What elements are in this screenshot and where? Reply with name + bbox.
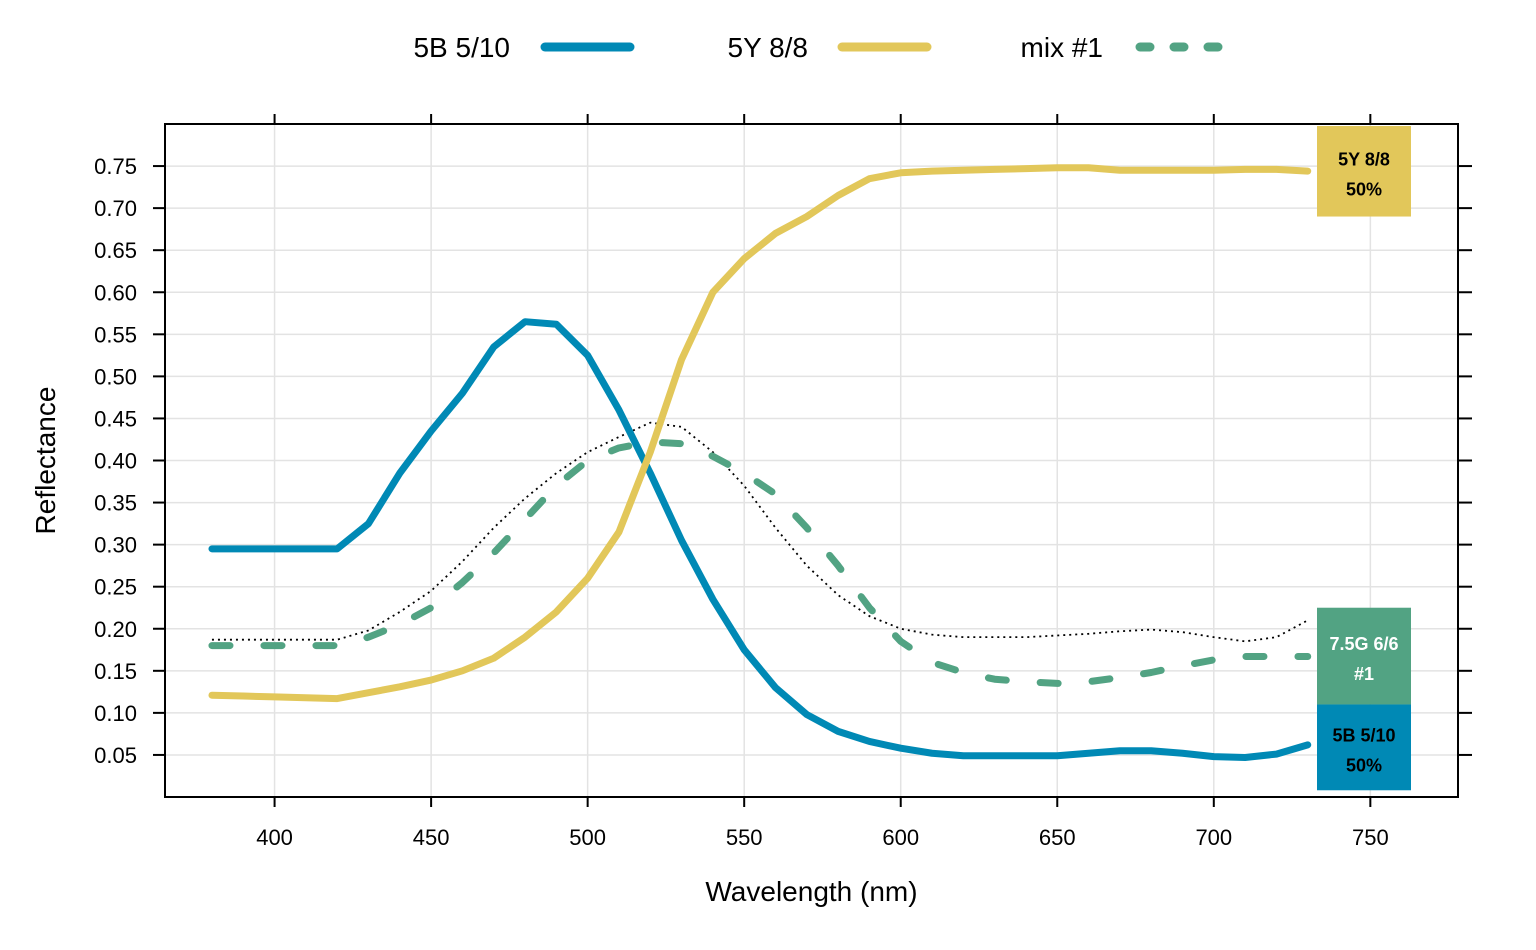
series-line-mix-1 <box>208 438 1312 687</box>
y-tick-label: 0.10 <box>94 701 137 726</box>
y-tick-label: 0.55 <box>94 322 137 347</box>
y-tick-label: 0.35 <box>94 491 137 516</box>
y-tick-label: 0.65 <box>94 238 137 263</box>
series-line-5y-8-8 <box>208 164 1312 703</box>
y-tick-label: 0.25 <box>94 575 137 600</box>
x-tick-label: 400 <box>256 825 293 850</box>
y-tick-label: 0.70 <box>94 196 137 221</box>
swatch-label-line2: 50% <box>1346 179 1382 199</box>
legend-label: mix #1 <box>1021 32 1103 63</box>
y-tick-label: 0.45 <box>94 406 137 431</box>
y-tick-label: 0.15 <box>94 659 137 684</box>
swatch-2 <box>1317 704 1411 791</box>
swatch-0 <box>1317 126 1411 217</box>
series-line-dotted-reference <box>211 421 1309 643</box>
swatch-layer: 5Y 8/8 50% 7.5G 6/6 #1 5B 5/10 50% <box>1317 126 1411 791</box>
grid <box>165 124 1458 797</box>
y-tick-label: 0.75 <box>94 154 137 179</box>
legend: 5B 5/10 5Y 8/8 mix #1 <box>413 32 1225 63</box>
x-tick-label: 700 <box>1195 825 1232 850</box>
y-tick-label: 0.30 <box>94 533 137 558</box>
legend-label: 5B 5/10 <box>413 32 510 63</box>
x-tick-label: 650 <box>1039 825 1076 850</box>
x-tick-label: 750 <box>1352 825 1389 850</box>
y-tick-label: 0.60 <box>94 280 137 305</box>
ticks: 400 450 500 550 600 650 700 750 0.05 0.10 0.15 0.20… <box>94 114 1472 850</box>
swatch-label-line2: #1 <box>1354 664 1374 684</box>
x-tick-label: 500 <box>569 825 606 850</box>
legend-label: 5Y 8/8 <box>728 32 808 63</box>
x-tick-label: 450 <box>413 825 450 850</box>
y-tick-label: 0.40 <box>94 449 137 474</box>
y-tick-label: 0.20 <box>94 617 137 642</box>
x-tick-label: 550 <box>726 825 763 850</box>
y-tick-label: 0.50 <box>94 364 137 389</box>
swatch-1 <box>1317 607 1411 705</box>
x-axis-title: Wavelength (nm) <box>705 876 917 907</box>
swatch-label-line1: 7.5G 6/6 <box>1329 634 1398 654</box>
swatch-label-line1: 5Y 8/8 <box>1338 149 1390 169</box>
swatch-label-line2: 50% <box>1346 755 1382 775</box>
swatch-label-line1: 5B 5/10 <box>1332 725 1395 745</box>
series-line-5b-5-10 <box>208 318 1312 761</box>
y-axis-title: Reflectance <box>30 387 61 535</box>
y-tick-label: 0.05 <box>94 743 137 768</box>
x-tick-label: 600 <box>882 825 919 850</box>
series-layer <box>208 164 1312 761</box>
